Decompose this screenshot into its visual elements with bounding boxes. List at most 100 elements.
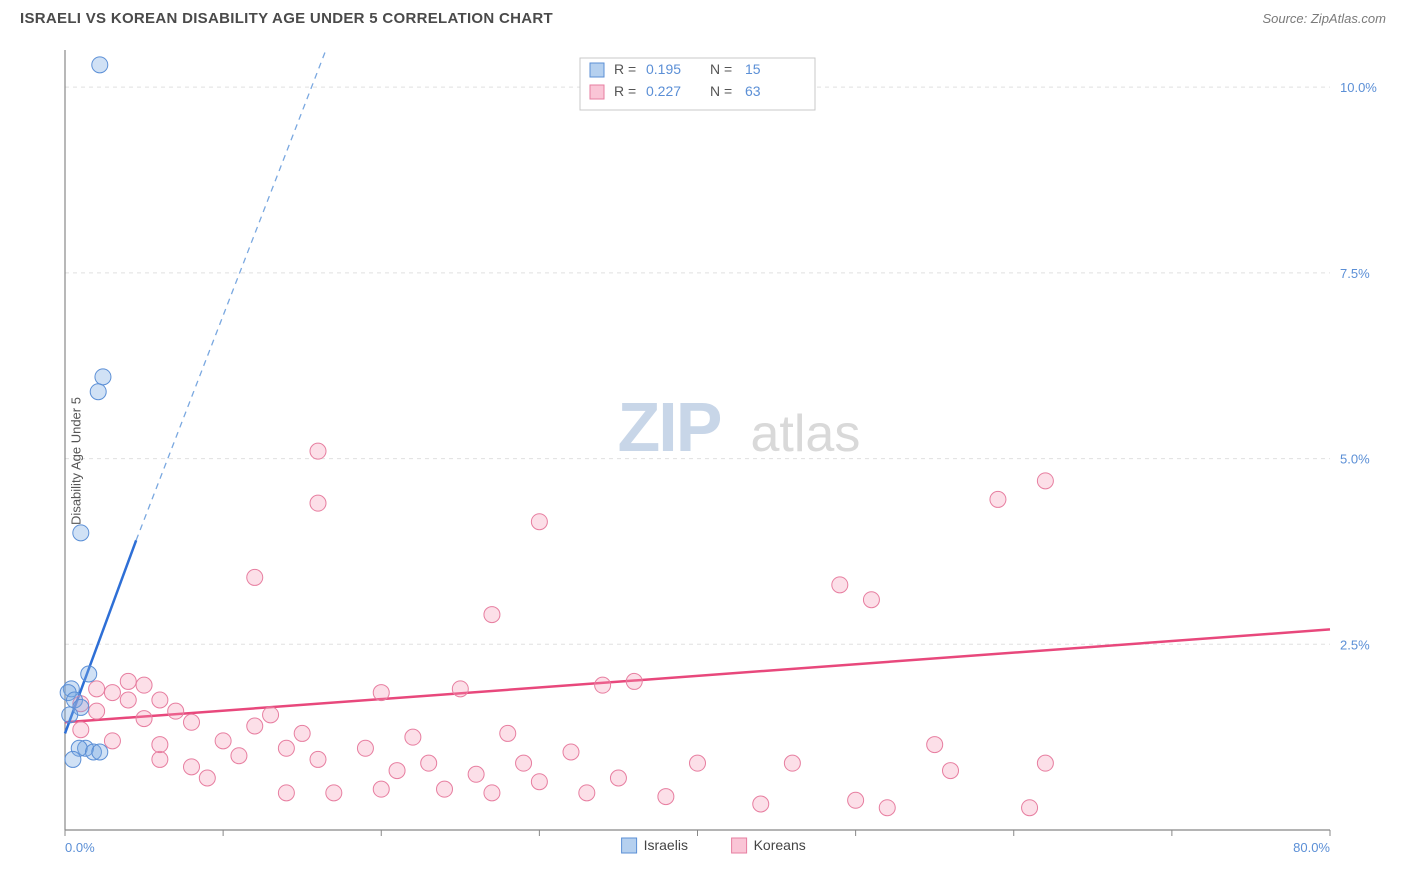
source-name: ZipAtlas.com	[1311, 11, 1386, 26]
data-point-korean	[531, 774, 547, 790]
data-point-korean	[389, 763, 405, 779]
stats-n-label: N =	[710, 83, 732, 99]
data-point-israeli	[95, 369, 111, 385]
data-point-korean	[184, 759, 200, 775]
page-title: ISRAELI VS KOREAN DISABILITY AGE UNDER 5…	[20, 10, 553, 27]
data-point-korean	[863, 592, 879, 608]
data-point-korean	[73, 722, 89, 738]
y-tick-label: 10.0%	[1340, 80, 1377, 95]
data-point-korean	[104, 685, 120, 701]
stats-r-value: 0.195	[646, 61, 681, 77]
data-point-korean	[990, 491, 1006, 507]
watermark-atlas: atlas	[751, 405, 861, 463]
data-point-korean	[405, 729, 421, 745]
data-point-korean	[784, 755, 800, 771]
x-tick-label: 80.0%	[1293, 840, 1330, 855]
data-point-korean	[278, 785, 294, 801]
data-point-korean	[943, 763, 959, 779]
data-point-korean	[168, 703, 184, 719]
data-point-korean	[120, 692, 136, 708]
data-point-korean	[184, 714, 200, 730]
y-axis-label: Disability Age Under 5	[68, 397, 83, 525]
data-point-korean	[326, 785, 342, 801]
data-point-israeli	[81, 666, 97, 682]
data-point-korean	[89, 681, 105, 697]
y-tick-label: 2.5%	[1340, 637, 1370, 652]
legend-swatch	[732, 838, 747, 853]
data-point-israeli	[90, 384, 106, 400]
legend-label: Koreans	[754, 837, 806, 853]
data-point-korean	[421, 755, 437, 771]
data-point-korean	[263, 707, 279, 723]
data-point-korean	[437, 781, 453, 797]
data-point-israeli	[92, 744, 108, 760]
source-prefix: Source:	[1262, 11, 1310, 26]
data-point-korean	[753, 796, 769, 812]
trend-line-israelis-extrapolated	[136, 50, 326, 540]
stats-swatch	[590, 85, 604, 99]
data-point-korean	[879, 800, 895, 816]
data-point-korean	[104, 733, 120, 749]
data-point-korean	[310, 443, 326, 459]
stats-r-value: 0.227	[646, 83, 681, 99]
stats-n-value: 63	[745, 83, 761, 99]
data-point-korean	[136, 711, 152, 727]
data-point-korean	[294, 725, 310, 741]
data-point-korean	[152, 737, 168, 753]
data-point-korean	[531, 514, 547, 530]
data-point-israeli	[65, 751, 81, 767]
data-point-korean	[516, 755, 532, 771]
data-point-korean	[1037, 473, 1053, 489]
correlation-scatter-chart: 2.5% 5.0% 7.5% 10.0% ZIP atlas 0.0% 80.0% R = 0.1…	[20, 40, 1386, 880]
source-attribution: Source: ZipAtlas.com	[1262, 11, 1386, 26]
data-point-korean	[152, 751, 168, 767]
data-point-korean	[89, 703, 105, 719]
stats-n-label: N =	[710, 61, 732, 77]
y-tick-label: 7.5%	[1340, 266, 1370, 281]
data-point-korean	[500, 725, 516, 741]
stats-swatch	[590, 63, 604, 77]
data-point-korean	[247, 569, 263, 585]
data-point-korean	[563, 744, 579, 760]
data-point-korean	[927, 737, 943, 753]
data-point-korean	[579, 785, 595, 801]
data-point-korean	[690, 755, 706, 771]
data-point-korean	[199, 770, 215, 786]
data-point-korean	[595, 677, 611, 693]
data-point-korean	[832, 577, 848, 593]
data-point-korean	[215, 733, 231, 749]
data-point-korean	[1022, 800, 1038, 816]
data-point-korean	[452, 681, 468, 697]
data-point-korean	[247, 718, 263, 734]
data-point-israeli	[92, 57, 108, 73]
legend-label: Israelis	[644, 837, 688, 853]
data-point-korean	[848, 792, 864, 808]
data-point-israeli	[73, 525, 89, 541]
data-point-korean	[610, 770, 626, 786]
data-point-korean	[484, 607, 500, 623]
stats-r-label: R =	[614, 83, 636, 99]
data-point-korean	[468, 766, 484, 782]
data-point-korean	[626, 673, 642, 689]
stats-n-value: 15	[745, 61, 761, 77]
data-point-korean	[231, 748, 247, 764]
data-point-israeli	[62, 707, 78, 723]
y-tick-label: 5.0%	[1340, 452, 1370, 467]
x-tick-label: 0.0%	[65, 840, 95, 855]
data-point-korean	[484, 785, 500, 801]
data-point-korean	[310, 495, 326, 511]
trend-line-koreans	[65, 629, 1330, 722]
data-point-korean	[152, 692, 168, 708]
data-point-korean	[310, 751, 326, 767]
legend-swatch	[622, 838, 637, 853]
data-point-korean	[136, 677, 152, 693]
data-point-korean	[373, 685, 389, 701]
stats-r-label: R =	[614, 61, 636, 77]
data-point-korean	[373, 781, 389, 797]
data-point-korean	[658, 789, 674, 805]
data-point-korean	[120, 673, 136, 689]
data-point-korean	[357, 740, 373, 756]
data-point-korean	[1037, 755, 1053, 771]
data-point-korean	[278, 740, 294, 756]
watermark-zip: ZIP	[618, 388, 721, 466]
